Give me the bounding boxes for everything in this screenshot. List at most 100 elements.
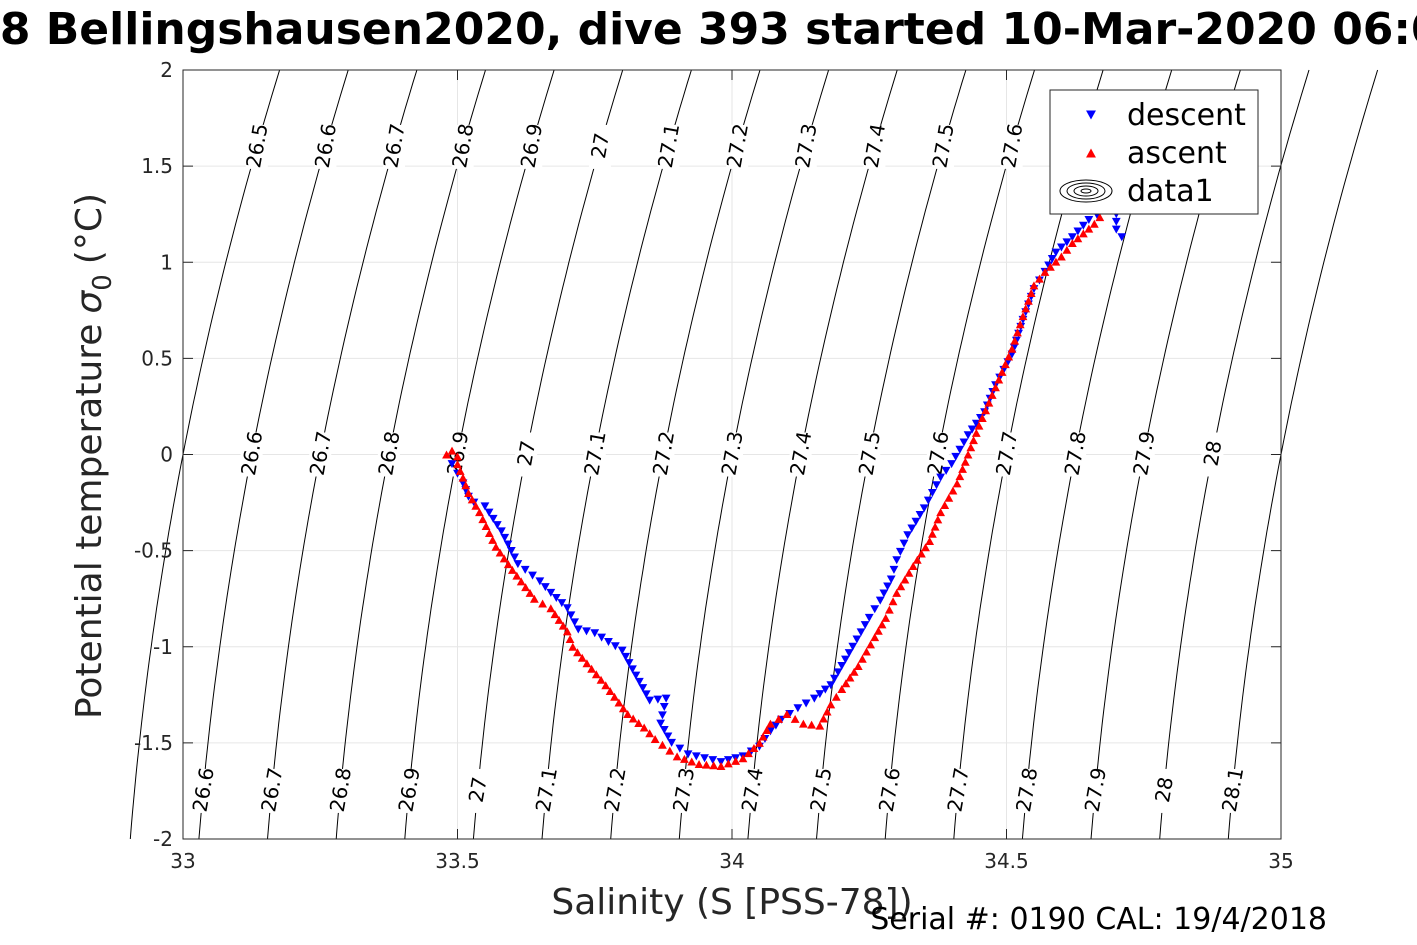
ascent-marker: [605, 686, 615, 695]
ascent-marker: [870, 633, 880, 642]
isopycnal-label: 28: [1198, 439, 1226, 468]
descent-marker: [815, 690, 825, 699]
ascent-marker: [1067, 239, 1077, 248]
descent-marker: [1057, 243, 1066, 252]
ascent-marker: [1089, 219, 1099, 228]
ascent-marker: [971, 428, 981, 437]
isopycnal-label-bg: [329, 768, 352, 813]
descent-marker: [903, 531, 913, 540]
descent-marker: [659, 702, 669, 711]
descent-marker: [907, 524, 917, 533]
ascent-marker: [969, 436, 978, 445]
isopycnal-label-bg: [466, 768, 489, 813]
ascent-marker: [481, 522, 491, 531]
descent-marker: [624, 659, 634, 668]
descent-marker: [566, 611, 576, 620]
isopycnal-label-bg: [588, 124, 611, 169]
descent-marker: [927, 488, 937, 497]
x-tick-label: 33.5: [435, 849, 480, 873]
descent-marker: [634, 677, 644, 686]
isopycnal-label-bg: [260, 768, 283, 813]
isopycnal-label-bg: [377, 432, 400, 477]
ascent-marker: [790, 714, 800, 723]
isopycnal-label: 27: [586, 131, 614, 160]
descent-marker: [645, 696, 655, 705]
y-tick-label: 1.5: [141, 154, 173, 178]
ascent-marker: [766, 719, 775, 728]
isopycnal-label-bg: [995, 432, 1018, 477]
ascent-marker: [908, 562, 918, 571]
isopycnal-label-bg: [520, 124, 543, 169]
ascent-marker: [921, 543, 930, 552]
y-tick-label: -1: [153, 635, 173, 659]
ascent-marker: [731, 756, 741, 765]
descent-marker: [653, 695, 663, 704]
ascent-marker: [963, 450, 973, 459]
descent-marker: [500, 533, 510, 542]
ascent-marker: [1001, 360, 1010, 369]
x-axis-label: Salinity (S [PSS-78]): [551, 882, 912, 923]
ascent-marker: [936, 508, 946, 517]
ascent-marker: [991, 383, 1000, 392]
descent-marker: [557, 599, 567, 608]
descent-marker: [604, 637, 613, 646]
ascent-marker: [521, 583, 530, 592]
y-tick-label: 2: [160, 58, 173, 82]
descent-marker: [936, 473, 946, 482]
ascent-marker: [1007, 344, 1017, 353]
descent-marker: [667, 738, 677, 747]
descent-marker: [1051, 248, 1061, 257]
isopycnal-label-bg: [794, 124, 817, 169]
ascent-marker: [582, 659, 592, 668]
descent-marker: [480, 502, 490, 511]
ascent-marker: [815, 721, 825, 730]
ascent-marker: [1013, 328, 1022, 337]
descent-marker: [570, 618, 580, 627]
descent-marker: [955, 445, 965, 454]
ascent-marker: [857, 654, 867, 663]
descent-marker: [923, 496, 933, 505]
descent-marker: [793, 704, 803, 713]
isopycnal-label-bg: [1084, 768, 1107, 813]
ascent-marker: [837, 685, 847, 694]
ascent-marker: [807, 720, 817, 729]
descent-marker: [941, 466, 951, 475]
ascent-marker: [610, 692, 619, 701]
isopycnal-label: 27: [464, 775, 492, 804]
descent-marker: [562, 604, 572, 613]
ascent-marker: [701, 760, 711, 769]
ascent-marker: [461, 481, 471, 490]
descent-marker: [951, 452, 961, 461]
descent-marker: [771, 721, 781, 730]
ascent-marker: [1078, 229, 1088, 238]
ascent-marker: [680, 754, 689, 763]
descent-marker: [860, 621, 870, 630]
chart-title: sg648 Bellingshausen2020, dive 393 start…: [0, 4, 1417, 55]
descent-marker: [967, 425, 977, 434]
descent-marker: [892, 556, 902, 565]
isopycnal-label-bg: [1152, 768, 1175, 813]
ascent-marker: [503, 560, 513, 569]
ascent-marker: [475, 508, 484, 517]
ascent-marker: [618, 704, 628, 713]
ascent-marker: [709, 761, 719, 770]
ascent-marker: [512, 571, 522, 580]
descent-marker: [675, 744, 685, 753]
isopycnal-label-bg: [721, 432, 743, 477]
descent-marker: [621, 652, 631, 661]
ascent-marker: [650, 735, 660, 744]
descent-marker: [661, 694, 671, 703]
isopycnal-label-bg: [926, 432, 949, 477]
ascent-marker: [917, 549, 926, 558]
ascent-marker: [628, 714, 638, 723]
ascent-marker: [1062, 245, 1072, 254]
descent-marker: [1111, 217, 1121, 226]
ascent-marker: [491, 542, 501, 551]
x-tick-label: 34: [719, 849, 744, 873]
ascent-marker: [1095, 213, 1105, 222]
data-series: [442, 196, 1127, 770]
descent-marker: [573, 625, 583, 634]
descent-marker: [528, 571, 537, 580]
ascent-marker: [645, 729, 655, 738]
